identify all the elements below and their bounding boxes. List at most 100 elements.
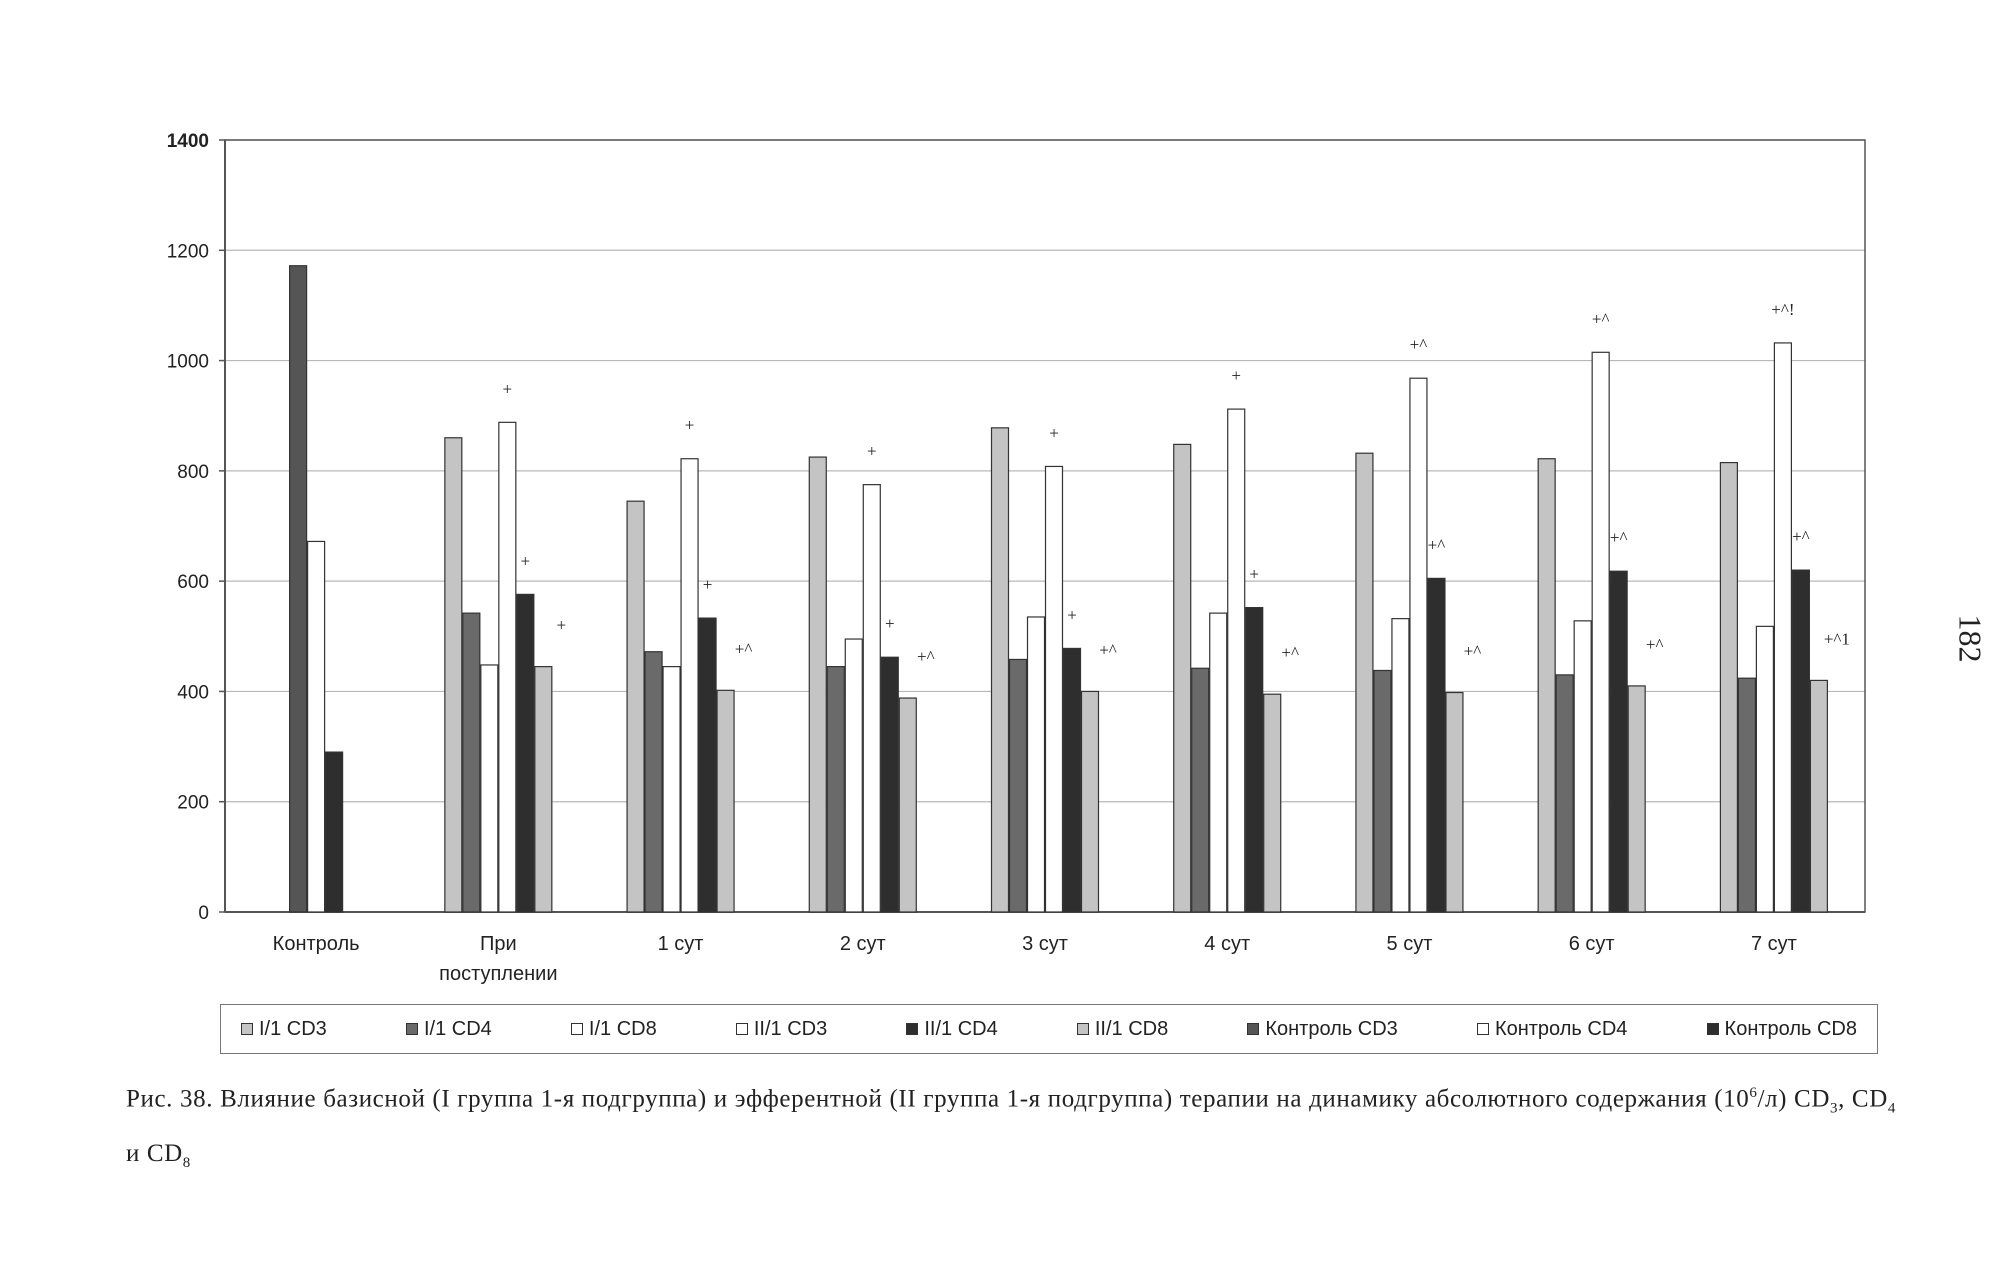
significance-mark-10: +: [1067, 605, 1077, 624]
chart-legend: I/1 CD3 I/1 CD4 I/1 CD8 II/1 CD3 II/1 CD4 II/…: [220, 1004, 1878, 1054]
significance-mark-5: +^: [735, 639, 753, 658]
bar-II-1-CD8-4: [1080, 690, 1100, 913]
bar-II-1-CD3-6: [1409, 377, 1428, 913]
bar-II-1-CD4-8: [1791, 569, 1810, 913]
y-tick-label-400: 400: [177, 682, 209, 703]
legend-item-3: II/1 CD3: [735, 1017, 828, 1041]
significance-mark-15: +^: [1410, 335, 1428, 354]
legend-item-2: I/1 CD8: [570, 1017, 657, 1041]
bar-I-1-CD3-8: [1719, 461, 1738, 913]
bar-II-1-CD8-5: [1263, 693, 1282, 913]
caption-superscript: 6: [1749, 1085, 1758, 1101]
bar-II-1-CD4-1: [516, 593, 535, 913]
bar-II-1-CD3-1: [498, 421, 517, 913]
bar-I-1-CD4-2: [644, 651, 663, 913]
significance-mark-23: +^1: [1824, 629, 1850, 648]
bar-chart: ++++++^+++^+++^+++^+^+^+^+^+^+^+^!+^+^1 …: [167, 131, 1866, 985]
legend-item-7: Контроль CD4: [1476, 1017, 1628, 1041]
x-tick-label-3-0: 2 сут: [840, 933, 886, 955]
y-tick-label-800: 800: [177, 462, 209, 483]
significance-mark-21: +^!: [1771, 300, 1794, 319]
legend-swatch-2: [570, 1023, 583, 1035]
y-tick-label-600: 600: [177, 572, 209, 593]
caption-sub-cd8: 8: [182, 1155, 191, 1172]
bar-I-1-CD4-8: [1737, 677, 1756, 913]
bar-II-1-CD4-4: [1062, 647, 1082, 913]
bar-II-1-CD3-5: [1227, 408, 1246, 913]
significance-mark-17: +^: [1464, 642, 1482, 661]
significance-mark-0: +: [503, 379, 513, 398]
bar-I-1-CD8-2: [662, 666, 681, 913]
bar-II-1-CD8-2: [716, 689, 735, 913]
bar-I-1-CD8-4: [1026, 616, 1046, 913]
legend-label-2: I/1 CD8: [588, 1017, 657, 1040]
x-tick-label-0-0: Контроль: [273, 933, 360, 955]
significance-mark-8: +^: [917, 647, 935, 666]
bar-Контроль-CD3-0: [289, 265, 308, 913]
legend-swatch-6: [1247, 1023, 1260, 1035]
bar-I-1-CD8-7: [1573, 620, 1592, 913]
bar-I-1-CD8-8: [1755, 625, 1774, 913]
bar-I-1-CD4-5: [1191, 667, 1210, 913]
significance-mark-2: +: [557, 616, 567, 635]
bar-I-1-CD8-6: [1391, 618, 1410, 913]
legend-item-0: I/1 CD3: [241, 1018, 327, 1041]
x-tick-label-2-0: 1 сут: [658, 933, 704, 955]
legend-label-6: Контроль CD3: [1265, 1017, 1398, 1040]
legend-swatch-8: [1706, 1023, 1719, 1035]
bar-II-1-CD4-7: [1609, 570, 1628, 913]
legend-label-1: I/1 CD4: [423, 1017, 492, 1040]
legend-item-1: I/1 CD4: [405, 1017, 492, 1041]
bar-II-1-CD8-1: [534, 666, 553, 913]
legend-swatch-3: [735, 1023, 748, 1035]
bar-Контроль-CD4-0: [307, 540, 326, 913]
bar-I-1-CD3-5: [1173, 443, 1192, 913]
legend-item-6: Контроль CD3: [1247, 1017, 1398, 1041]
bar-I-1-CD3-1: [444, 437, 463, 913]
caption-sub-cd4: 4: [1887, 1100, 1896, 1117]
significance-mark-1: +: [521, 551, 531, 570]
significance-mark-22: +^: [1792, 527, 1810, 546]
bar-II-1-CD4-6: [1427, 577, 1446, 913]
caption-text: Влияние базисной (I группа 1-я подгруппа…: [220, 1085, 1750, 1113]
page-number: 182: [1952, 614, 1989, 663]
bar-II-1-CD3-3: [862, 484, 881, 913]
legend-label-8: Контроль CD8: [1724, 1017, 1857, 1040]
legend-label-3: II/1 CD3: [753, 1017, 828, 1040]
significance-mark-3: +: [685, 416, 695, 435]
figure-caption: Рис. 38. Влияние базисной (I группа 1-я …: [126, 1070, 1896, 1186]
bar-I-1-CD4-6: [1373, 669, 1392, 913]
bar-I-1-CD8-5: [1209, 612, 1228, 913]
legend-item-4: II/1 CD4: [906, 1018, 998, 1041]
caption-separator-2: и CD: [126, 1140, 183, 1168]
bar-I-1-CD3-2: [626, 500, 645, 913]
bar-II-1-CD3-4: [1044, 465, 1064, 913]
bar-I-1-CD3-6: [1355, 452, 1374, 913]
significance-mark-7: +: [885, 614, 895, 633]
legend-swatch-5: [1076, 1023, 1089, 1035]
significance-mark-12: +: [1231, 366, 1241, 385]
bars: [289, 265, 1828, 913]
legend-label-5: II/1 CD8: [1094, 1017, 1169, 1040]
bar-II-1-CD4-3: [880, 656, 899, 913]
axis-labels: 0 200 400 600 800 1000 1200 1400 Контроль При пост…: [167, 131, 1797, 985]
significance-mark-14: +^: [1281, 643, 1299, 662]
x-tick-label-7-0: 6 сут: [1569, 933, 1615, 955]
y-tick-label-200: 200: [177, 793, 209, 814]
bar-II-1-CD8-7: [1627, 685, 1646, 913]
legend-item-5: II/1 CD8: [1076, 1017, 1169, 1041]
bar-II-1-CD8-6: [1445, 691, 1464, 913]
bar-II-1-CD3-8: [1773, 342, 1792, 913]
significance-mark-6: +: [867, 442, 877, 461]
bar-II-1-CD8-8: [1809, 679, 1828, 913]
caption-separator-1: , CD: [1838, 1085, 1888, 1113]
y-tick-label-1400: 1400: [167, 131, 209, 152]
bar-II-1-CD3-2: [680, 458, 699, 913]
legend-label-7: Контроль CD4: [1494, 1017, 1628, 1040]
bar-I-1-CD3-7: [1537, 458, 1556, 913]
x-tick-label-1-0: При: [480, 933, 517, 955]
bar-I-1-CD4-1: [462, 612, 481, 913]
significance-mark-19: +^: [1610, 528, 1628, 547]
significance-mark-9: +: [1049, 423, 1059, 442]
bar-II-1-CD4-5: [1245, 607, 1264, 913]
